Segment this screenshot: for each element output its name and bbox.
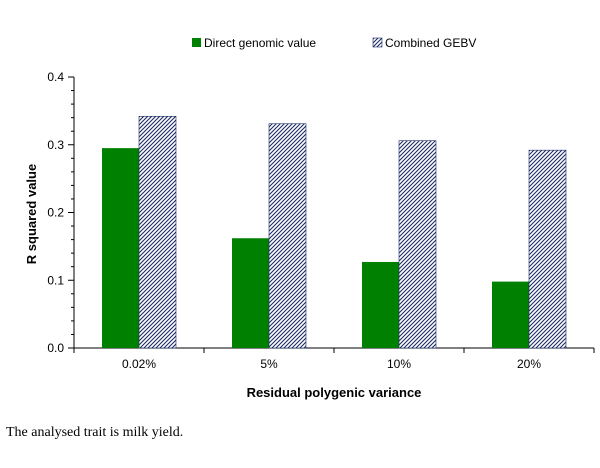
bar-direct-genomic-value: [102, 148, 139, 348]
bar-direct-genomic-value: [362, 261, 399, 348]
y-tick-label: 0.0: [47, 341, 64, 355]
bar-direct-genomic-value: [492, 281, 529, 348]
legend-swatch-direct-genomic-value: [192, 38, 201, 47]
bar-direct-genomic-value: [232, 238, 269, 348]
y-tick-label: 0.1: [47, 273, 64, 287]
y-axis-title: R squared value: [24, 164, 39, 264]
bar-combined-gebv: [528, 149, 567, 349]
legend: Direct genomic value Combined GEBV: [192, 36, 476, 50]
y-tick-label: 0.4: [47, 70, 64, 84]
x-axis: 0.02% 5% 10% 20%: [73, 347, 595, 371]
legend-label-combined-gebv: Combined GEBV: [385, 36, 476, 50]
y-tick-label: 0.2: [47, 206, 64, 220]
x-tick-label: 10%: [387, 357, 411, 371]
x-axis-title: Residual polygenic variance: [247, 385, 422, 400]
x-tick-label: 0.02%: [122, 357, 156, 371]
figure-caption: The analysed trait is milk yield.: [6, 425, 184, 440]
legend-swatch-combined-gebv: [372, 37, 383, 48]
x-tick-label: 20%: [517, 357, 541, 371]
bar-chart: Direct genomic value Combined GEBV 0.00.…: [24, 36, 595, 400]
bars: [102, 115, 567, 349]
bar-combined-gebv: [398, 140, 437, 349]
bar-combined-gebv: [268, 123, 307, 349]
legend-label-direct-genomic-value: Direct genomic value: [204, 36, 316, 50]
x-tick-label: 5%: [260, 357, 278, 371]
y-axis: 0.0 0.1 0.2 0.3 0.4: [47, 70, 75, 355]
y-tick-label: 0.3: [47, 138, 64, 152]
bar-combined-gebv: [138, 115, 177, 349]
